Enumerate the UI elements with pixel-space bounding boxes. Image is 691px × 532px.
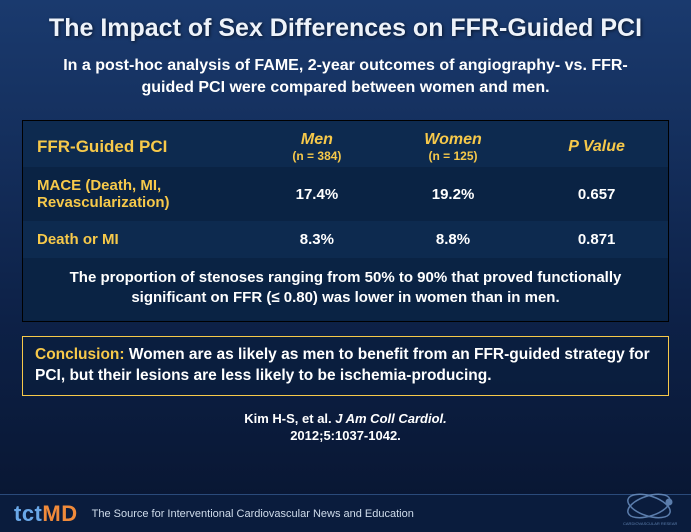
table-note: The proportion of stenoses ranging from … (23, 258, 668, 321)
slide-subtitle: In a post-hoc analysis of FAME, 2-year o… (0, 49, 691, 112)
cell-men: 8.3% (253, 221, 381, 258)
svg-text:CARDIOVASCULAR RESEARCH FOUNDA: CARDIOVASCULAR RESEARCH FOUNDATION (623, 521, 677, 526)
col-header-outcome: FFR-Guided PCI (23, 121, 253, 167)
data-table: FFR-Guided PCI Men (n = 384) Women (n = … (22, 120, 669, 322)
conclusion-text: Women are as likely as men to benefit fr… (35, 346, 650, 384)
slide-title: The Impact of Sex Differences on FFR-Gui… (0, 0, 691, 49)
cell-p: 0.871 (525, 221, 668, 258)
conclusion-box: Conclusion: Women are as likely as men t… (22, 336, 669, 396)
footer-bar: tctMD The Source for Interventional Card… (0, 494, 691, 532)
footer-tagline: The Source for Interventional Cardiovasc… (92, 508, 414, 520)
row-label: Death or MI (23, 221, 253, 258)
cell-men: 17.4% (253, 167, 381, 221)
table-row: MACE (Death, MI, Revascularization) 17.4… (23, 167, 668, 221)
row-label: MACE (Death, MI, Revascularization) (23, 167, 253, 221)
table-row: Death or MI 8.3% 8.8% 0.871 (23, 221, 668, 258)
tctmd-logo: tctMD (14, 501, 78, 527)
cell-women: 8.8% (381, 221, 525, 258)
cell-p: 0.657 (525, 167, 668, 221)
col-header-men: Men (n = 384) (253, 121, 381, 167)
cell-women: 19.2% (381, 167, 525, 221)
crf-logo-icon: CARDIOVASCULAR RESEARCH FOUNDATION (621, 488, 677, 526)
col-header-pvalue: P Value (525, 121, 668, 167)
col-header-women: Women (n = 125) (381, 121, 525, 167)
table-note-row: The proportion of stenoses ranging from … (23, 258, 668, 321)
citation: Kim H-S, et al. J Am Coll Cardiol. 2012;… (0, 410, 691, 445)
conclusion-lead: Conclusion: (35, 346, 125, 363)
table-header-row: FFR-Guided PCI Men (n = 384) Women (n = … (23, 121, 668, 167)
